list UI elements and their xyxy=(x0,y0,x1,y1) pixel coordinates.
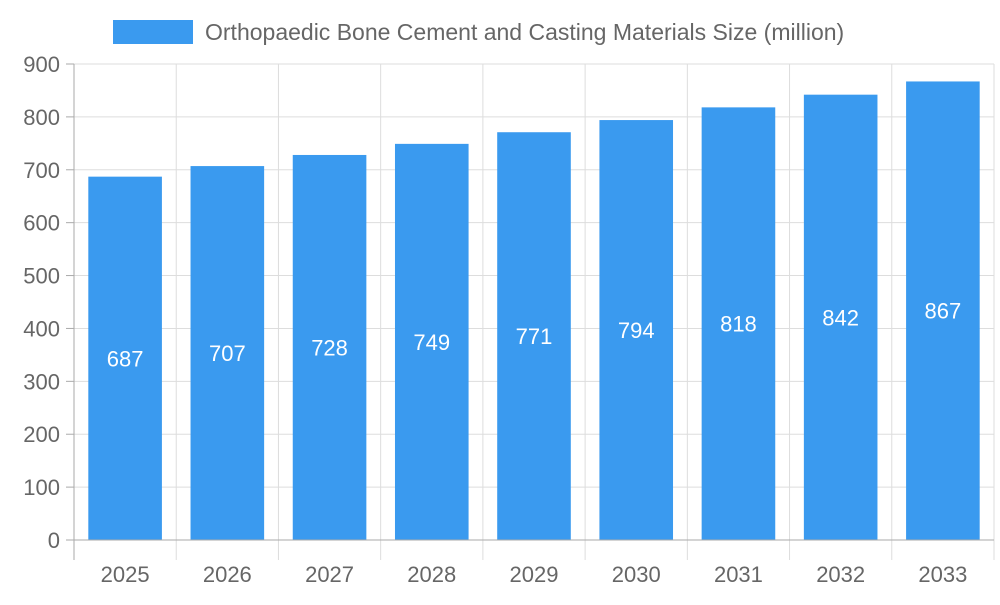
x-tick-label-2027: 2027 xyxy=(305,562,354,587)
y-tick-label: 800 xyxy=(23,105,60,130)
x-tick-label-2029: 2029 xyxy=(510,562,559,587)
x-tick-label-2031: 2031 xyxy=(714,562,763,587)
x-tick-label-2033: 2033 xyxy=(918,562,967,587)
data-label-2026: 707 xyxy=(209,341,246,366)
x-tick-label-2025: 2025 xyxy=(101,562,150,587)
legend-label: Orthopaedic Bone Cement and Casting Mate… xyxy=(205,19,844,45)
legend[interactable]: Orthopaedic Bone Cement and Casting Mate… xyxy=(113,19,844,45)
x-tick-label-2030: 2030 xyxy=(612,562,661,587)
x-tick-label-2028: 2028 xyxy=(407,562,456,587)
bars xyxy=(88,81,980,541)
legend-swatch xyxy=(113,20,193,44)
bar-2025[interactable] xyxy=(88,176,162,541)
y-tick-label: 900 xyxy=(23,52,60,77)
data-label-2031: 818 xyxy=(720,312,757,337)
y-tick-label: 200 xyxy=(23,422,60,447)
data-label-2025: 687 xyxy=(107,346,144,371)
bar-2028[interactable] xyxy=(394,143,469,540)
x-tick-label-2032: 2032 xyxy=(816,562,865,587)
y-tick-label: 600 xyxy=(23,211,60,236)
data-label-2028: 749 xyxy=(413,330,450,355)
bar-2033[interactable] xyxy=(906,81,980,540)
y-tick-label: 700 xyxy=(23,158,60,183)
data-labels: 687 707 728 749 771 794 818 842 867 xyxy=(107,299,961,372)
bar-2031[interactable] xyxy=(701,107,776,540)
y-tick-label: 300 xyxy=(23,369,60,394)
y-tick-label: 0 xyxy=(48,528,60,553)
data-label-2027: 728 xyxy=(311,335,348,360)
y-tick-label: 500 xyxy=(23,264,60,289)
data-label-2032: 842 xyxy=(822,305,859,330)
axes: 0 100 200 300 400 500 600 700 800 900 2025 2026 2027… xyxy=(23,52,994,587)
data-label-2030: 794 xyxy=(618,318,655,343)
x-tick-label-2026: 2026 xyxy=(203,562,252,587)
data-label-2033: 867 xyxy=(925,299,962,324)
y-tick-label: 400 xyxy=(23,316,60,341)
data-label-2029: 771 xyxy=(516,324,553,349)
bar-2032[interactable] xyxy=(803,94,878,541)
bar-2027[interactable] xyxy=(292,154,367,541)
bar-2026[interactable] xyxy=(190,166,265,540)
bar-2030[interactable] xyxy=(599,120,674,540)
bar-2029[interactable] xyxy=(497,132,571,540)
y-tick-label: 100 xyxy=(23,475,60,500)
